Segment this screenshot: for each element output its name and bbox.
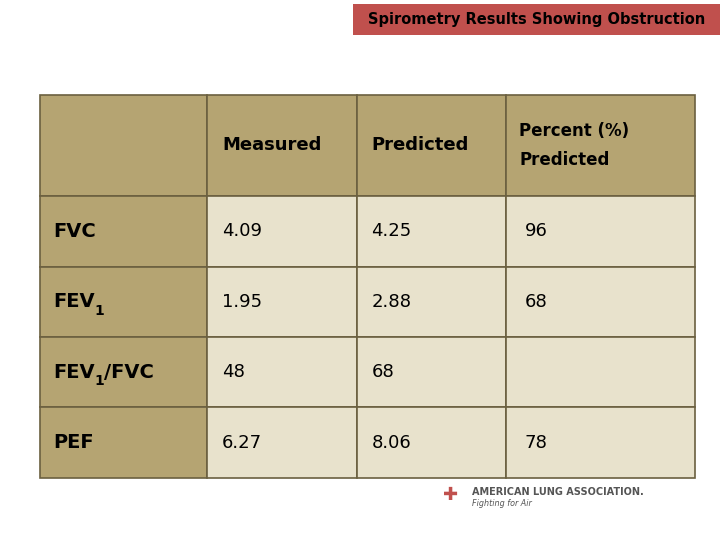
FancyBboxPatch shape: [40, 196, 207, 267]
FancyBboxPatch shape: [207, 94, 356, 196]
Text: 1.95: 1.95: [222, 293, 262, 311]
FancyBboxPatch shape: [207, 408, 356, 478]
FancyBboxPatch shape: [353, 4, 720, 35]
Text: 8.06: 8.06: [372, 434, 411, 451]
Text: Spirometry Results Showing Obstruction: Spirometry Results Showing Obstruction: [368, 12, 705, 27]
Text: FEV: FEV: [53, 363, 94, 382]
Text: 1: 1: [94, 304, 104, 318]
Text: ✚: ✚: [443, 486, 458, 504]
FancyBboxPatch shape: [207, 267, 356, 337]
FancyBboxPatch shape: [40, 94, 207, 196]
FancyBboxPatch shape: [506, 337, 695, 408]
FancyBboxPatch shape: [356, 337, 506, 408]
Text: 78: 78: [525, 434, 548, 451]
FancyBboxPatch shape: [356, 94, 506, 196]
Text: 2.88: 2.88: [372, 293, 411, 311]
Text: 96: 96: [525, 222, 548, 240]
FancyBboxPatch shape: [40, 408, 207, 478]
Text: FEV: FEV: [53, 292, 94, 311]
Text: 1: 1: [94, 374, 104, 388]
Text: AMERICAN LUNG ASSOCIATION.: AMERICAN LUNG ASSOCIATION.: [472, 487, 644, 497]
FancyBboxPatch shape: [506, 196, 695, 267]
Text: Predicted: Predicted: [372, 136, 469, 154]
Text: PEF: PEF: [53, 433, 94, 452]
FancyBboxPatch shape: [207, 196, 356, 267]
FancyBboxPatch shape: [506, 94, 695, 196]
FancyBboxPatch shape: [356, 267, 506, 337]
Text: Fighting for Air: Fighting for Air: [472, 500, 531, 508]
FancyBboxPatch shape: [506, 408, 695, 478]
Text: Predicted: Predicted: [519, 151, 610, 168]
Text: 4.25: 4.25: [372, 222, 412, 240]
FancyBboxPatch shape: [356, 196, 506, 267]
Text: 4.09: 4.09: [222, 222, 262, 240]
FancyBboxPatch shape: [506, 267, 695, 337]
Text: 6.27: 6.27: [222, 434, 262, 451]
Text: FVC: FVC: [53, 222, 96, 241]
Text: 68: 68: [525, 293, 548, 311]
Text: Percent (%): Percent (%): [519, 122, 629, 140]
Text: 48: 48: [222, 363, 245, 381]
Text: /FVC: /FVC: [104, 363, 154, 382]
FancyBboxPatch shape: [207, 337, 356, 408]
Text: 68: 68: [372, 363, 395, 381]
FancyBboxPatch shape: [356, 408, 506, 478]
Text: Measured: Measured: [222, 136, 321, 154]
FancyBboxPatch shape: [40, 267, 207, 337]
FancyBboxPatch shape: [40, 337, 207, 408]
